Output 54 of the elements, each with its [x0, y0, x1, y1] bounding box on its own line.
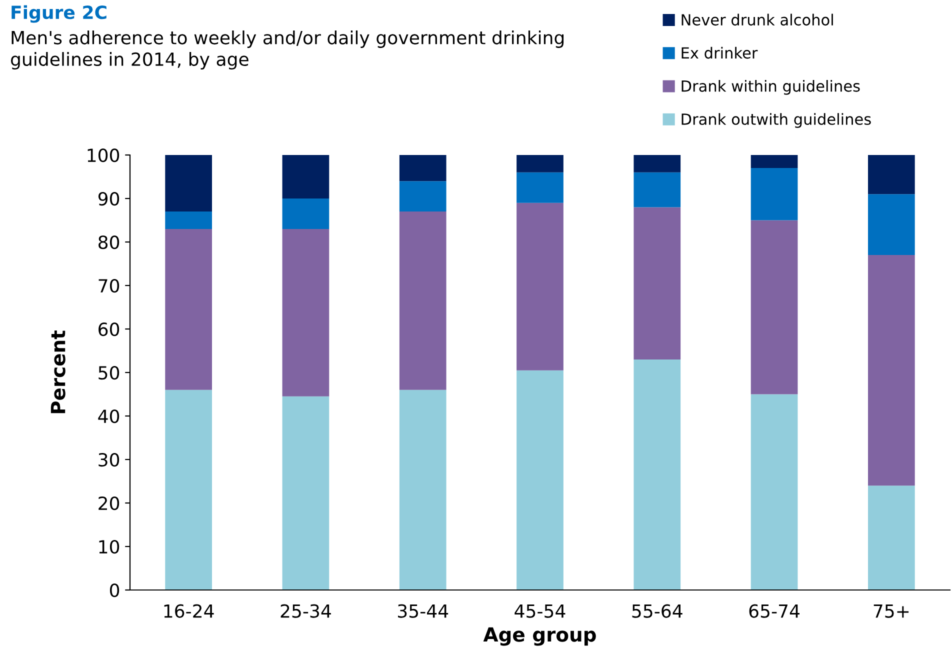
bar	[868, 155, 915, 194]
bar	[282, 228, 330, 396]
y-tick-label: 0	[110, 583, 120, 598]
bar	[165, 228, 212, 390]
y-tick-label: 10	[99, 540, 120, 554]
chart-title: Figure 2C	[12, 5, 106, 23]
chart-subtitle: Men's adherence to weekly and/or daily government drinking guidelines in 2014, by age	[10, 30, 564, 70]
y-tick-label: 50	[98, 366, 120, 380]
bar	[634, 207, 681, 360]
bar	[750, 220, 798, 394]
y-tick-label: 70	[98, 278, 120, 293]
bar	[399, 212, 446, 390]
bar	[399, 390, 446, 590]
x-axis-title: Age group	[483, 627, 596, 646]
bar	[165, 212, 212, 229]
bar	[868, 255, 915, 486]
bar	[282, 155, 330, 198]
bar	[165, 155, 212, 212]
legend-label: Never drunk alcohol	[682, 14, 833, 26]
bar	[516, 155, 564, 172]
bar	[399, 155, 446, 182]
y-tick-label: 100	[88, 148, 120, 162]
legend-label: Ex drinker	[682, 46, 758, 59]
y-tick-label: 40	[98, 409, 120, 424]
bar	[634, 155, 681, 172]
x-tick-label: 16-24	[164, 604, 214, 618]
x-tick-label: 75+	[874, 604, 909, 618]
x-tick-label: 65-74	[749, 604, 800, 618]
x-tick-label: 55-64	[632, 604, 682, 618]
bar	[868, 194, 915, 256]
bar	[165, 390, 212, 590]
y-tick-label: 80	[98, 235, 120, 250]
bar	[634, 359, 681, 590]
y-tick-label: 20	[98, 496, 120, 510]
x-tick-label: 35-44	[398, 604, 448, 618]
y-tick-label: 30	[98, 452, 120, 467]
bar	[750, 168, 798, 220]
bar	[282, 198, 330, 229]
x-tick-label: 25-34	[280, 604, 331, 618]
bar	[516, 202, 564, 370]
bar	[516, 370, 564, 590]
x-tick-label: 45-54	[514, 604, 566, 618]
bar	[634, 172, 681, 208]
y-tick-label: 90	[98, 192, 120, 206]
bar	[399, 181, 446, 212]
y-axis-title: Percent	[50, 330, 66, 414]
bar	[282, 396, 330, 590]
bar	[750, 394, 798, 590]
bar	[516, 172, 564, 203]
legend-label: Drank within guidelines	[682, 80, 860, 95]
bar	[868, 486, 915, 590]
y-tick-label: 60	[98, 322, 120, 336]
legend-label: Drank outwith guidelines	[682, 113, 871, 128]
bar	[750, 155, 798, 168]
